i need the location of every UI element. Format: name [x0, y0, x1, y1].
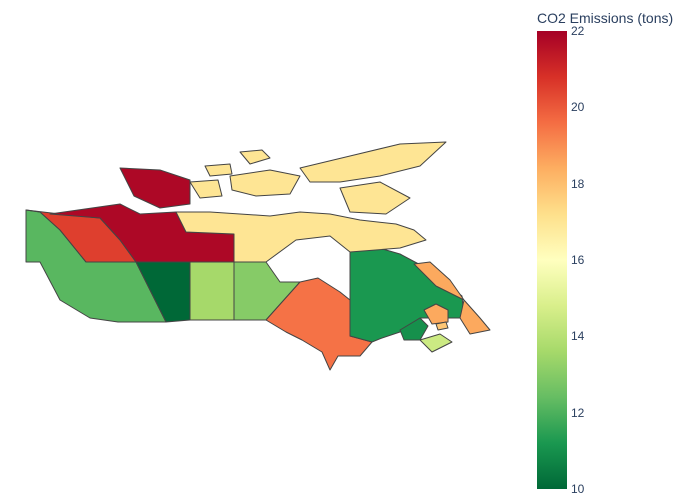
region-nunavut[interactable]: Nunavut: 17: [204, 163, 233, 177]
colorbar-tick-label: 14: [571, 329, 585, 344]
colorbar-title: CO2 Emissions (tons): [537, 10, 674, 26]
region-nova-scotia[interactable]: Nova Scotia: 14.5: [419, 333, 453, 353]
provinces-layer: British Columbia: 12.2Alberta: 10Saskatc…: [25, 141, 491, 371]
colorbar-tick-label: 12: [571, 405, 585, 420]
colorbar-tick-label: 22: [571, 24, 585, 38]
region-nunavut[interactable]: Nunavut: 17: [239, 149, 271, 165]
region-newfoundland-and-labrador[interactable]: Newfoundland and Labrador: 18.5: [413, 261, 491, 335]
region-northwest-territories[interactable]: Northwest Territories: 21.8: [119, 167, 191, 209]
region-new-brunswick[interactable]: New Brunswick: 11: [399, 317, 429, 341]
region-saskatchewan[interactable]: Saskatchewan: 13.6: [189, 261, 235, 321]
colorbar-tick-label: 10: [571, 482, 585, 496]
region-nunavut[interactable]: Nunavut: 17: [229, 169, 301, 197]
colorbar-tick-label: 20: [571, 100, 585, 115]
region-nunavut[interactable]: Nunavut: 17: [175, 211, 427, 263]
region-ontario[interactable]: Ontario: 19.5: [265, 277, 373, 371]
region-nunavut[interactable]: Nunavut: 17: [339, 181, 411, 215]
colorbar-tick-label: 18: [571, 176, 585, 191]
region-nunavut[interactable]: Nunavut: 17: [299, 141, 447, 183]
colorbar-tick-label: 16: [571, 253, 585, 267]
colorbar: [537, 31, 567, 489]
region-nunavut[interactable]: Nunavut: 17: [189, 179, 223, 199]
region-prince-edward-island[interactable]: Prince Edward Island: 17.8: [435, 321, 449, 331]
region-newfoundland-and-labrador[interactable]: Newfoundland and Labrador: 18.5: [423, 303, 449, 325]
